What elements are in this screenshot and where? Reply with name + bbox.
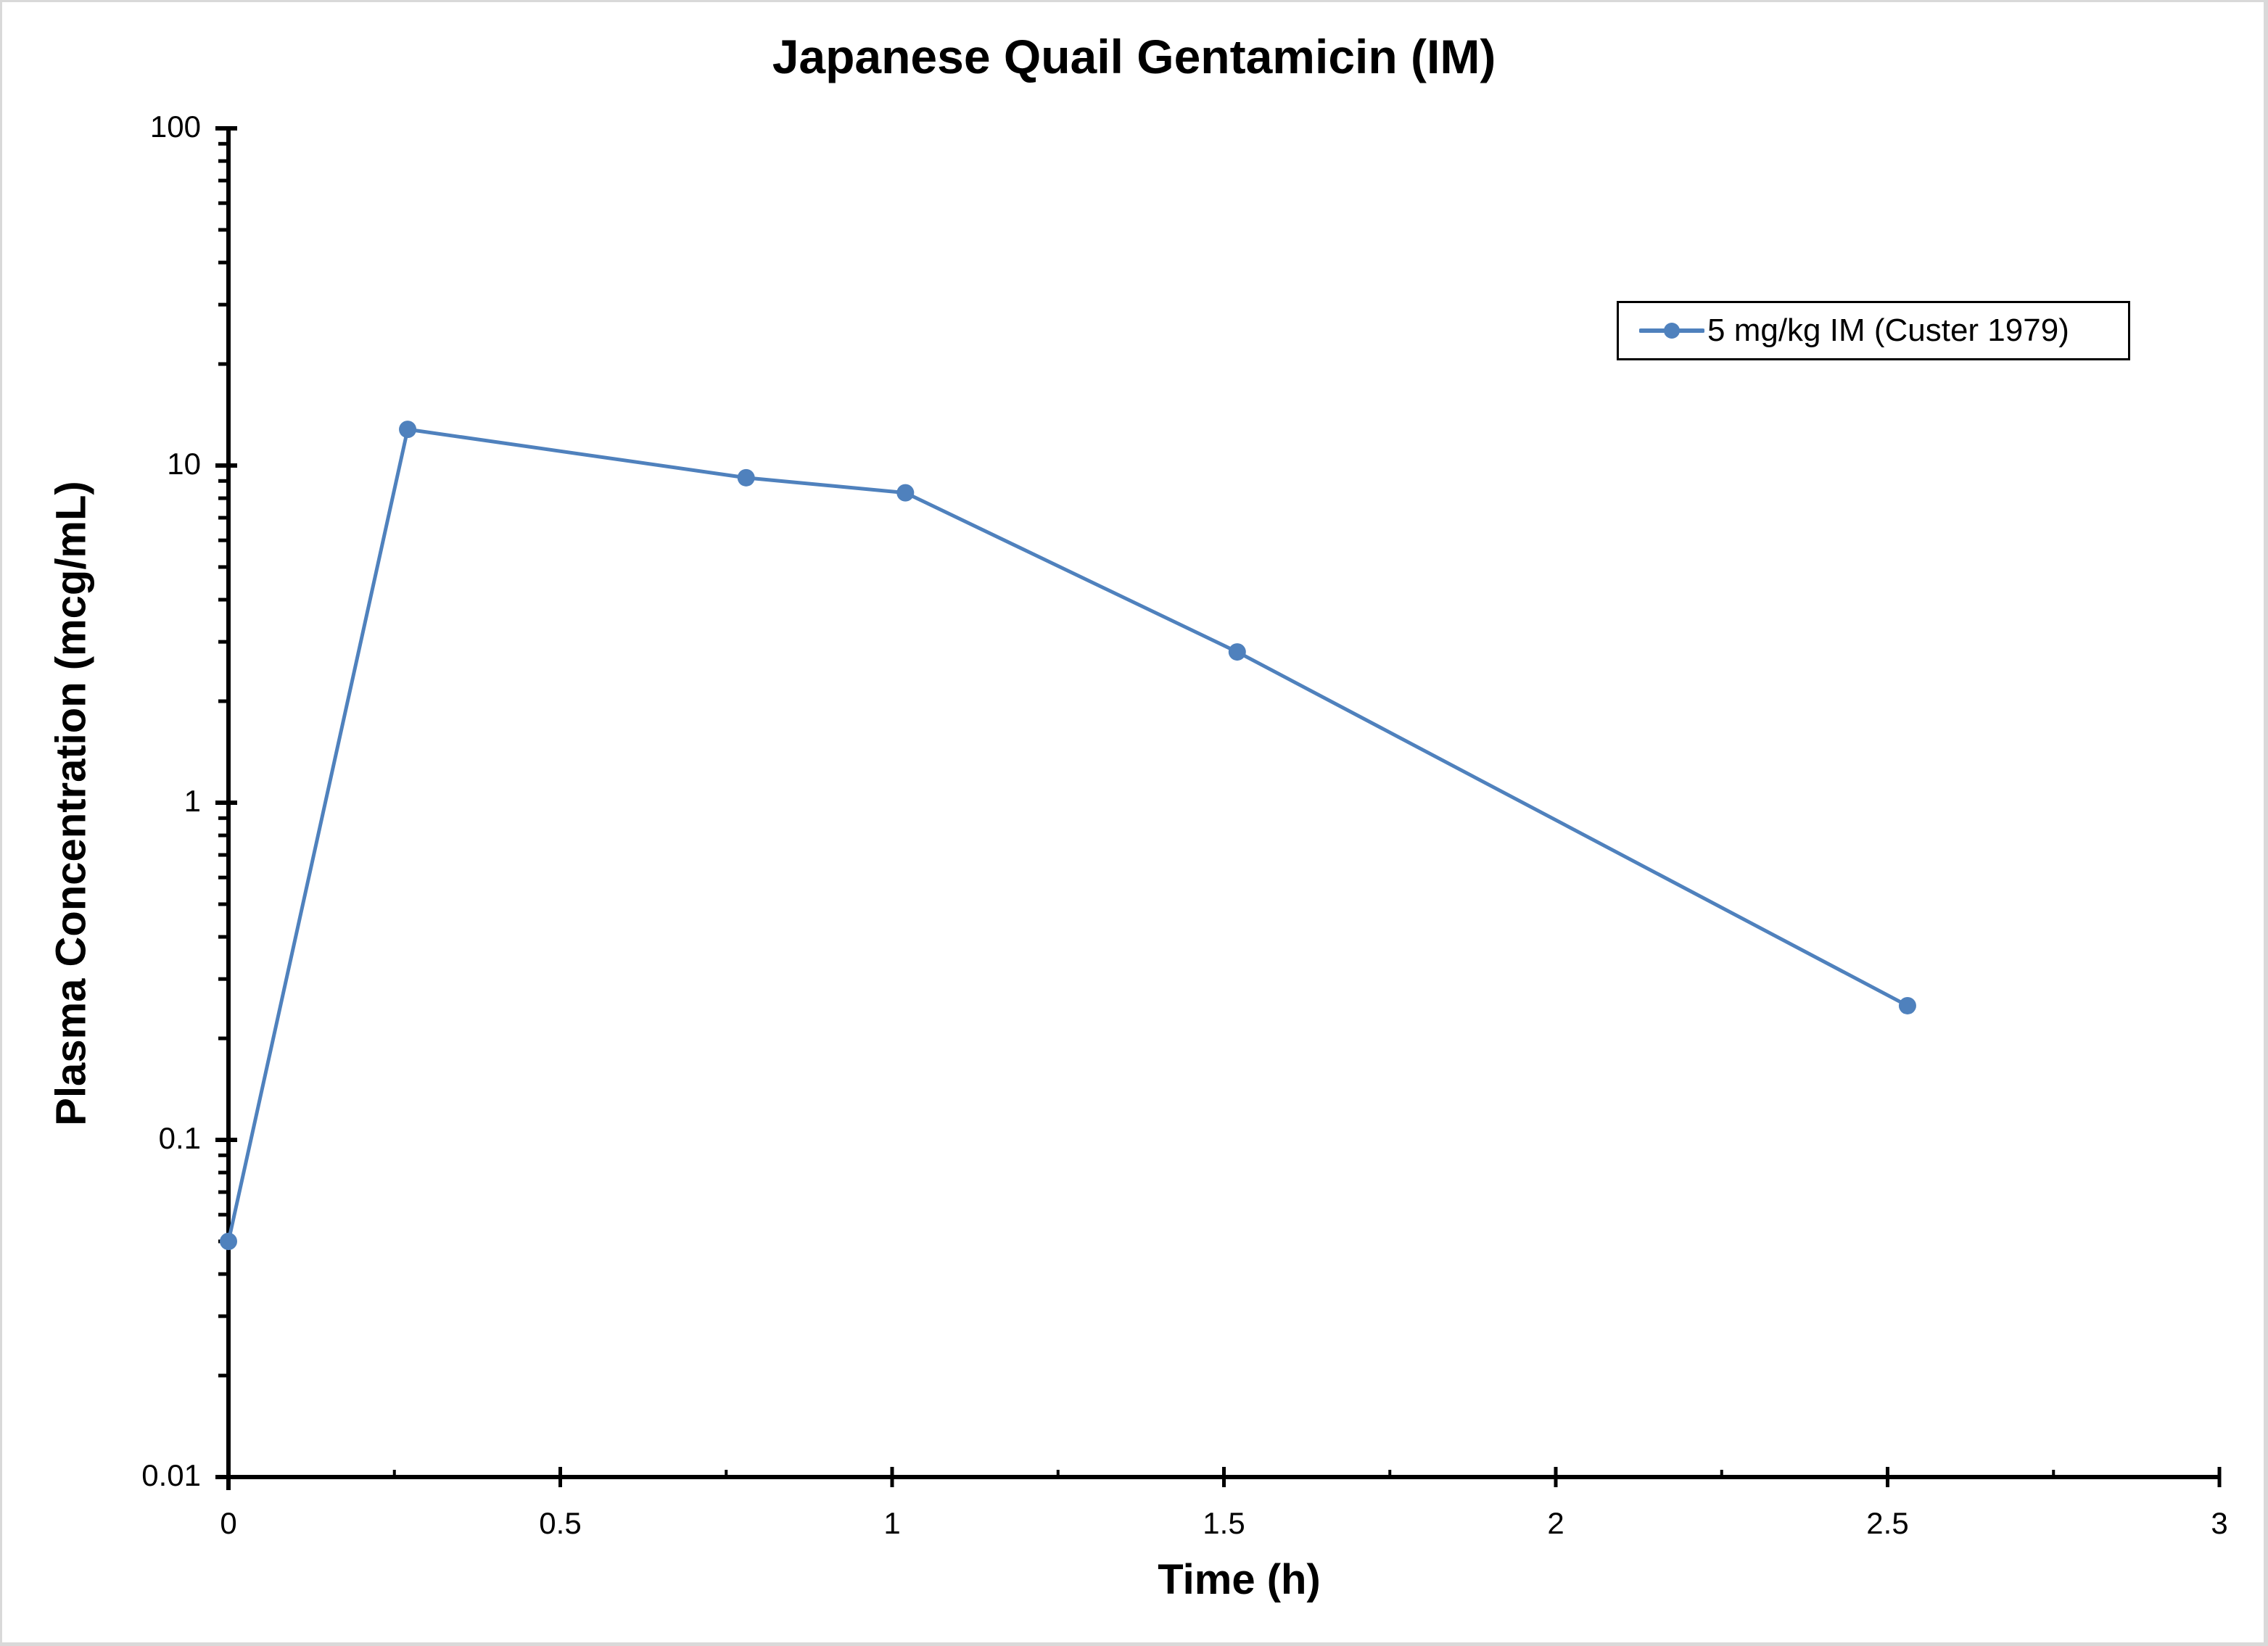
y-tick-label: 0.1 [158, 1121, 201, 1155]
series-line [226, 427, 1909, 1242]
y-tick-label: 100 [149, 109, 201, 144]
data-point-marker [737, 468, 755, 487]
data-point-marker [399, 421, 417, 439]
legend-label: 5 mg/kg IM (Custer 1979) [1707, 313, 2069, 348]
series-markers [220, 421, 1916, 1250]
chart-title: Japanese Quail Gentamicin (IM) [772, 30, 1496, 83]
x-tick-label: 1.5 [1203, 1506, 1245, 1540]
y-tick-label: 0.01 [141, 1458, 201, 1492]
data-point-marker [1898, 996, 1916, 1014]
data-point-marker [220, 1232, 237, 1250]
x-tick-label: 0 [220, 1506, 237, 1540]
data-point-marker [1228, 643, 1246, 661]
legend: 5 mg/kg IM (Custer 1979) [1617, 301, 2130, 360]
y-tick-label: 10 [167, 447, 201, 481]
x-tick-label: 0.5 [539, 1506, 582, 1540]
x-tick-label: 2 [1547, 1506, 1564, 1540]
y-tick-label: 1 [183, 784, 201, 818]
data-point-marker [896, 484, 915, 502]
x-tick-label: 1 [883, 1506, 901, 1540]
legend-line-marker-icon [1638, 316, 1705, 345]
x-axis-label: Time (h) [1158, 1556, 1321, 1603]
x-tick-label: 2.5 [1866, 1506, 1909, 1540]
x-tick-label: 3 [2211, 1506, 2228, 1540]
y-axis-label: Plasma Concentration (mcg/mL) [47, 481, 95, 1126]
